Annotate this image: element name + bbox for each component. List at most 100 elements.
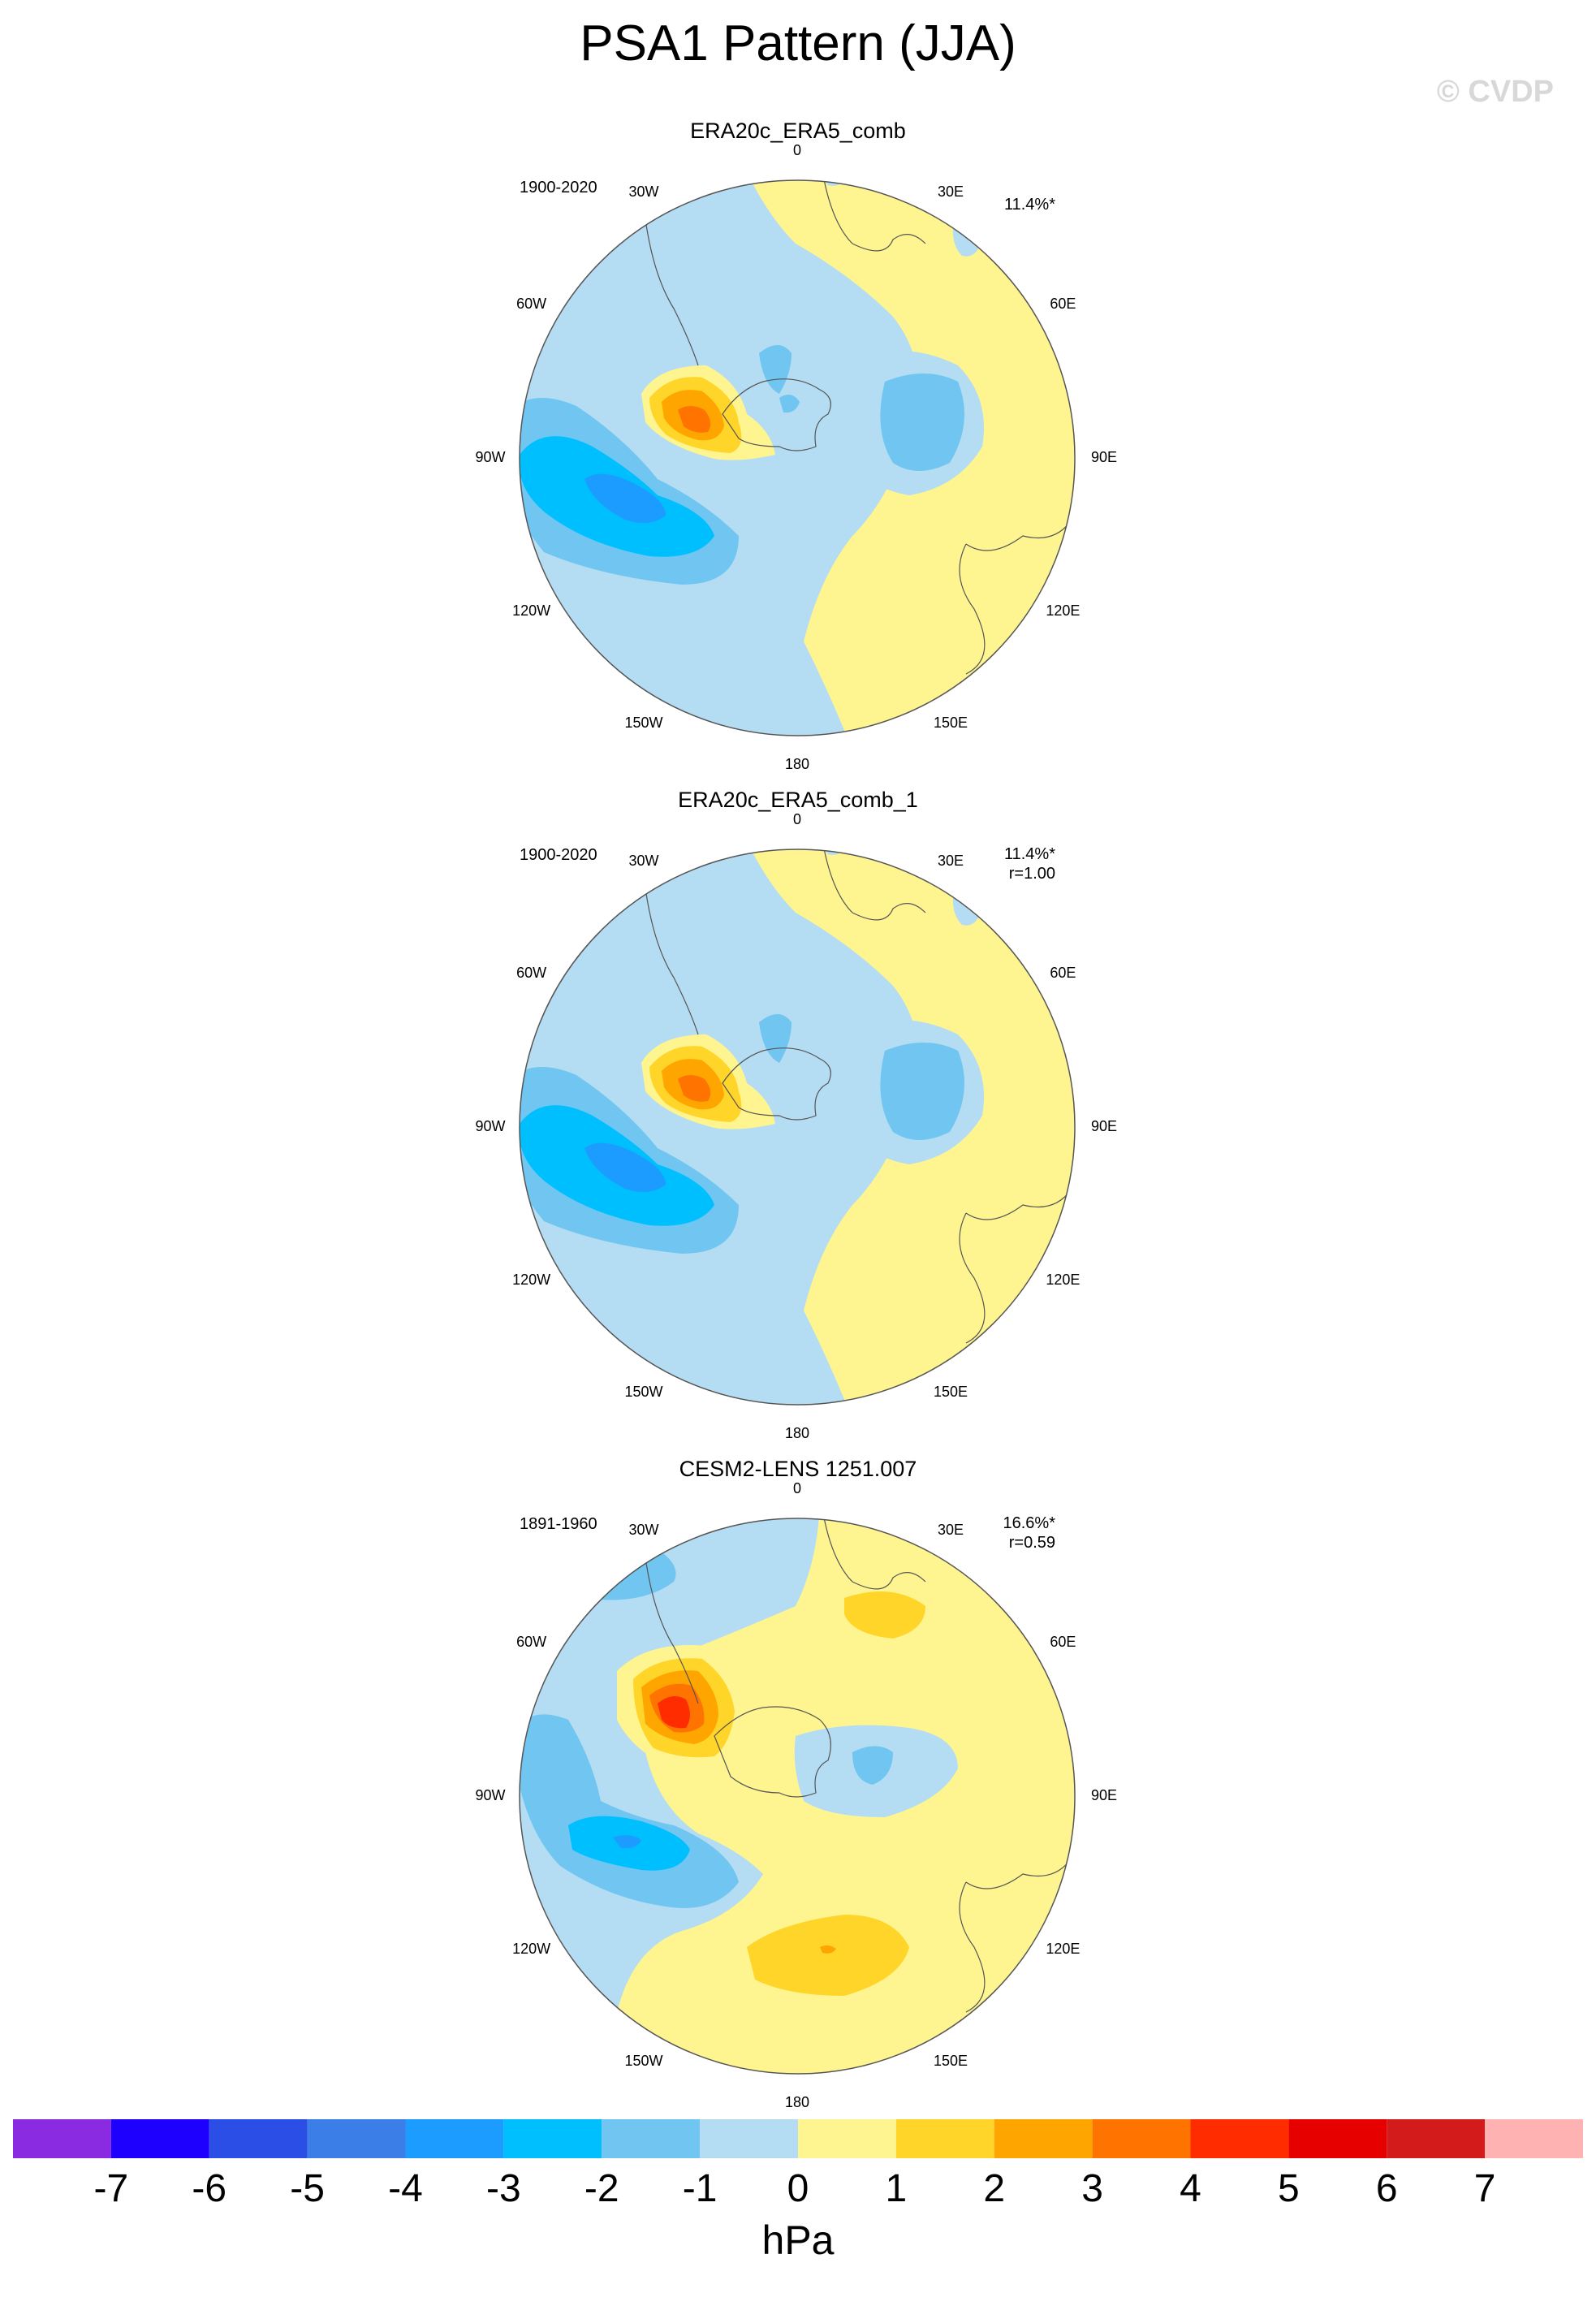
panel-2-lon-label: 120W bbox=[512, 1272, 551, 1288]
panel-2-stats: 11.4%* r=1.00 bbox=[974, 844, 1055, 883]
negative-anomaly-region bbox=[520, 849, 919, 1405]
panel-1-lon-label: 180 bbox=[784, 756, 810, 772]
panel-3-lon-label: 180 bbox=[784, 2094, 810, 2110]
negative-anomaly-level2-east bbox=[852, 1746, 893, 1785]
panel-1-lon-label: 30E bbox=[937, 183, 964, 200]
colorbar-tick-label: -5 bbox=[290, 2167, 325, 2210]
colorbar-tick-label: 2 bbox=[983, 2167, 1006, 2210]
panel-1-lon-label: 60W bbox=[516, 296, 547, 312]
panel-2-title: ERA20c_ERA5_comb_1 bbox=[678, 788, 918, 812]
colorbar-tick-label: 0 bbox=[787, 2167, 809, 2210]
positive-anomaly-level5 bbox=[658, 1696, 690, 1729]
coastline-australia bbox=[959, 519, 1072, 675]
panel-1-map bbox=[519, 179, 1076, 736]
panel-3-correlation: r=0.59 bbox=[1008, 1534, 1055, 1552]
colorbar-tick-label: 3 bbox=[1081, 2167, 1103, 2210]
coastline-africa bbox=[819, 849, 926, 921]
positive-anomaly-level2-ne bbox=[844, 1591, 925, 1639]
panel-2-lon-label: 30W bbox=[628, 852, 659, 869]
colorbar bbox=[13, 2119, 1583, 2158]
colorbar-box bbox=[1092, 2119, 1191, 2158]
colorbar-tick-label: 6 bbox=[1375, 2167, 1398, 2210]
positive-anomaly-level2-se bbox=[747, 1915, 909, 1996]
panel-2-variance: 11.4%* bbox=[1003, 845, 1055, 863]
panel-3-lon-label: 90W bbox=[475, 1787, 506, 1803]
colorbar-box bbox=[994, 2119, 1093, 2158]
panel-3-variance: 16.6%* bbox=[1003, 1514, 1056, 1532]
colorbar-box bbox=[1485, 2119, 1583, 2158]
panel-3-lon-label: 90E bbox=[1090, 1787, 1118, 1803]
colorbar-box bbox=[1288, 2119, 1387, 2158]
panel-2-lon-label: 60W bbox=[516, 965, 547, 981]
map-boundary bbox=[519, 179, 1076, 736]
colorbar-box bbox=[307, 2119, 406, 2158]
colorbar-box bbox=[503, 2119, 602, 2158]
colorbar-box bbox=[700, 2119, 798, 2158]
colorbar-tick-label: 1 bbox=[885, 2167, 908, 2210]
colorbar-box bbox=[798, 2119, 896, 2158]
panel-2-lon-label: 0 bbox=[792, 811, 801, 827]
panel-2-period: 1900-2020 bbox=[520, 846, 597, 864]
colorbar-box bbox=[13, 2119, 111, 2158]
panel-3-lon-label: 60E bbox=[1050, 1634, 1076, 1650]
panel-3-lon-label: 150W bbox=[624, 2053, 663, 2070]
colorbar-box bbox=[209, 2119, 308, 2158]
panel-3-lon-label: 120W bbox=[512, 1941, 551, 1957]
panel-3-lon-label: 0 bbox=[792, 1480, 801, 1496]
panel-3-lon-label: 120E bbox=[1046, 1941, 1081, 1957]
panel-1-lon-label: 120E bbox=[1046, 602, 1081, 619]
colorbar-tick-label: -1 bbox=[682, 2167, 718, 2210]
coastline-south-america bbox=[632, 1518, 699, 1704]
panel-1-lon-label: 90E bbox=[1090, 449, 1118, 465]
panel-1-lon-label: 0 bbox=[792, 142, 801, 158]
panel-2-lon-label: 90E bbox=[1090, 1118, 1118, 1134]
panel-3-lon-label: 150E bbox=[933, 2053, 968, 2070]
panel-1-title: ERA20c_ERA5_comb bbox=[690, 119, 906, 143]
panel-1-period: 1900-2020 bbox=[520, 179, 597, 196]
panel-1-stats: 11.4%* bbox=[974, 195, 1055, 214]
negative-anomaly-level2-east bbox=[880, 374, 964, 471]
copyright-watermark: © CVDP bbox=[1436, 75, 1554, 109]
panel-1-lon-label: 150W bbox=[624, 715, 663, 732]
negative-anomaly-level3-north bbox=[576, 1557, 609, 1573]
panel-2-lon-label: 90W bbox=[475, 1118, 506, 1134]
coastline-antarctica bbox=[714, 1706, 831, 1798]
positive-anomaly-level3-se bbox=[820, 1945, 836, 1954]
panel-3-period: 1891-1960 bbox=[520, 1515, 597, 1533]
panel-2-lon-label: 60E bbox=[1050, 965, 1076, 981]
panel-1-lon-label: 120W bbox=[512, 602, 551, 619]
panel-2-lon-label: 150E bbox=[933, 1384, 968, 1401]
panel-2-map bbox=[519, 849, 1076, 1406]
panel-1-lon-label: 150E bbox=[933, 715, 968, 732]
negative-anomaly-level2-north bbox=[759, 1014, 792, 1063]
map-boundary bbox=[519, 1518, 1076, 2075]
colorbar-tick-label: 4 bbox=[1180, 2167, 1201, 2210]
colorbar-box bbox=[110, 2119, 209, 2158]
coastline-australia bbox=[959, 1857, 1072, 2013]
panel-3-stats: 16.6%* r=0.59 bbox=[974, 1514, 1056, 1552]
coastline-south-america bbox=[632, 180, 699, 366]
panel-3-lon-label: 30E bbox=[937, 1521, 964, 1538]
negative-anomaly-level2-north bbox=[759, 345, 792, 394]
negative-anomaly-level2-east bbox=[880, 1043, 964, 1140]
colorbar-tick-label: 7 bbox=[1473, 2167, 1496, 2210]
negative-anomaly-level2-north bbox=[536, 1539, 676, 1600]
map-boundary bbox=[519, 849, 1076, 1406]
colorbar-tick-label: -7 bbox=[93, 2167, 129, 2210]
panel-2-lon-label: 120E bbox=[1046, 1272, 1081, 1288]
negative-anomaly-level4 bbox=[584, 1142, 666, 1192]
panel-2-lon-label: 150W bbox=[624, 1384, 663, 1401]
panel-1-lon-label: 30W bbox=[628, 183, 659, 200]
figure-title: PSA1 Pattern (JJA) bbox=[580, 15, 1016, 71]
coastline-antarctica bbox=[722, 1047, 831, 1121]
positive-anomaly-level4 bbox=[678, 406, 711, 433]
coastline-australia bbox=[959, 1188, 1072, 1344]
negative-anomaly-level2-center bbox=[779, 395, 800, 413]
panel-2-correlation: r=1.00 bbox=[1008, 865, 1055, 883]
colorbar-tick-label: -4 bbox=[388, 2167, 423, 2210]
coastline-africa bbox=[819, 180, 926, 252]
colorbar-tick-label: -2 bbox=[584, 2167, 619, 2210]
panel-1-variance: 11.4%* bbox=[1003, 196, 1055, 214]
panel-3-title: CESM2-LENS 1251.007 bbox=[679, 1457, 917, 1481]
panel-3-lon-label: 60W bbox=[516, 1634, 547, 1650]
